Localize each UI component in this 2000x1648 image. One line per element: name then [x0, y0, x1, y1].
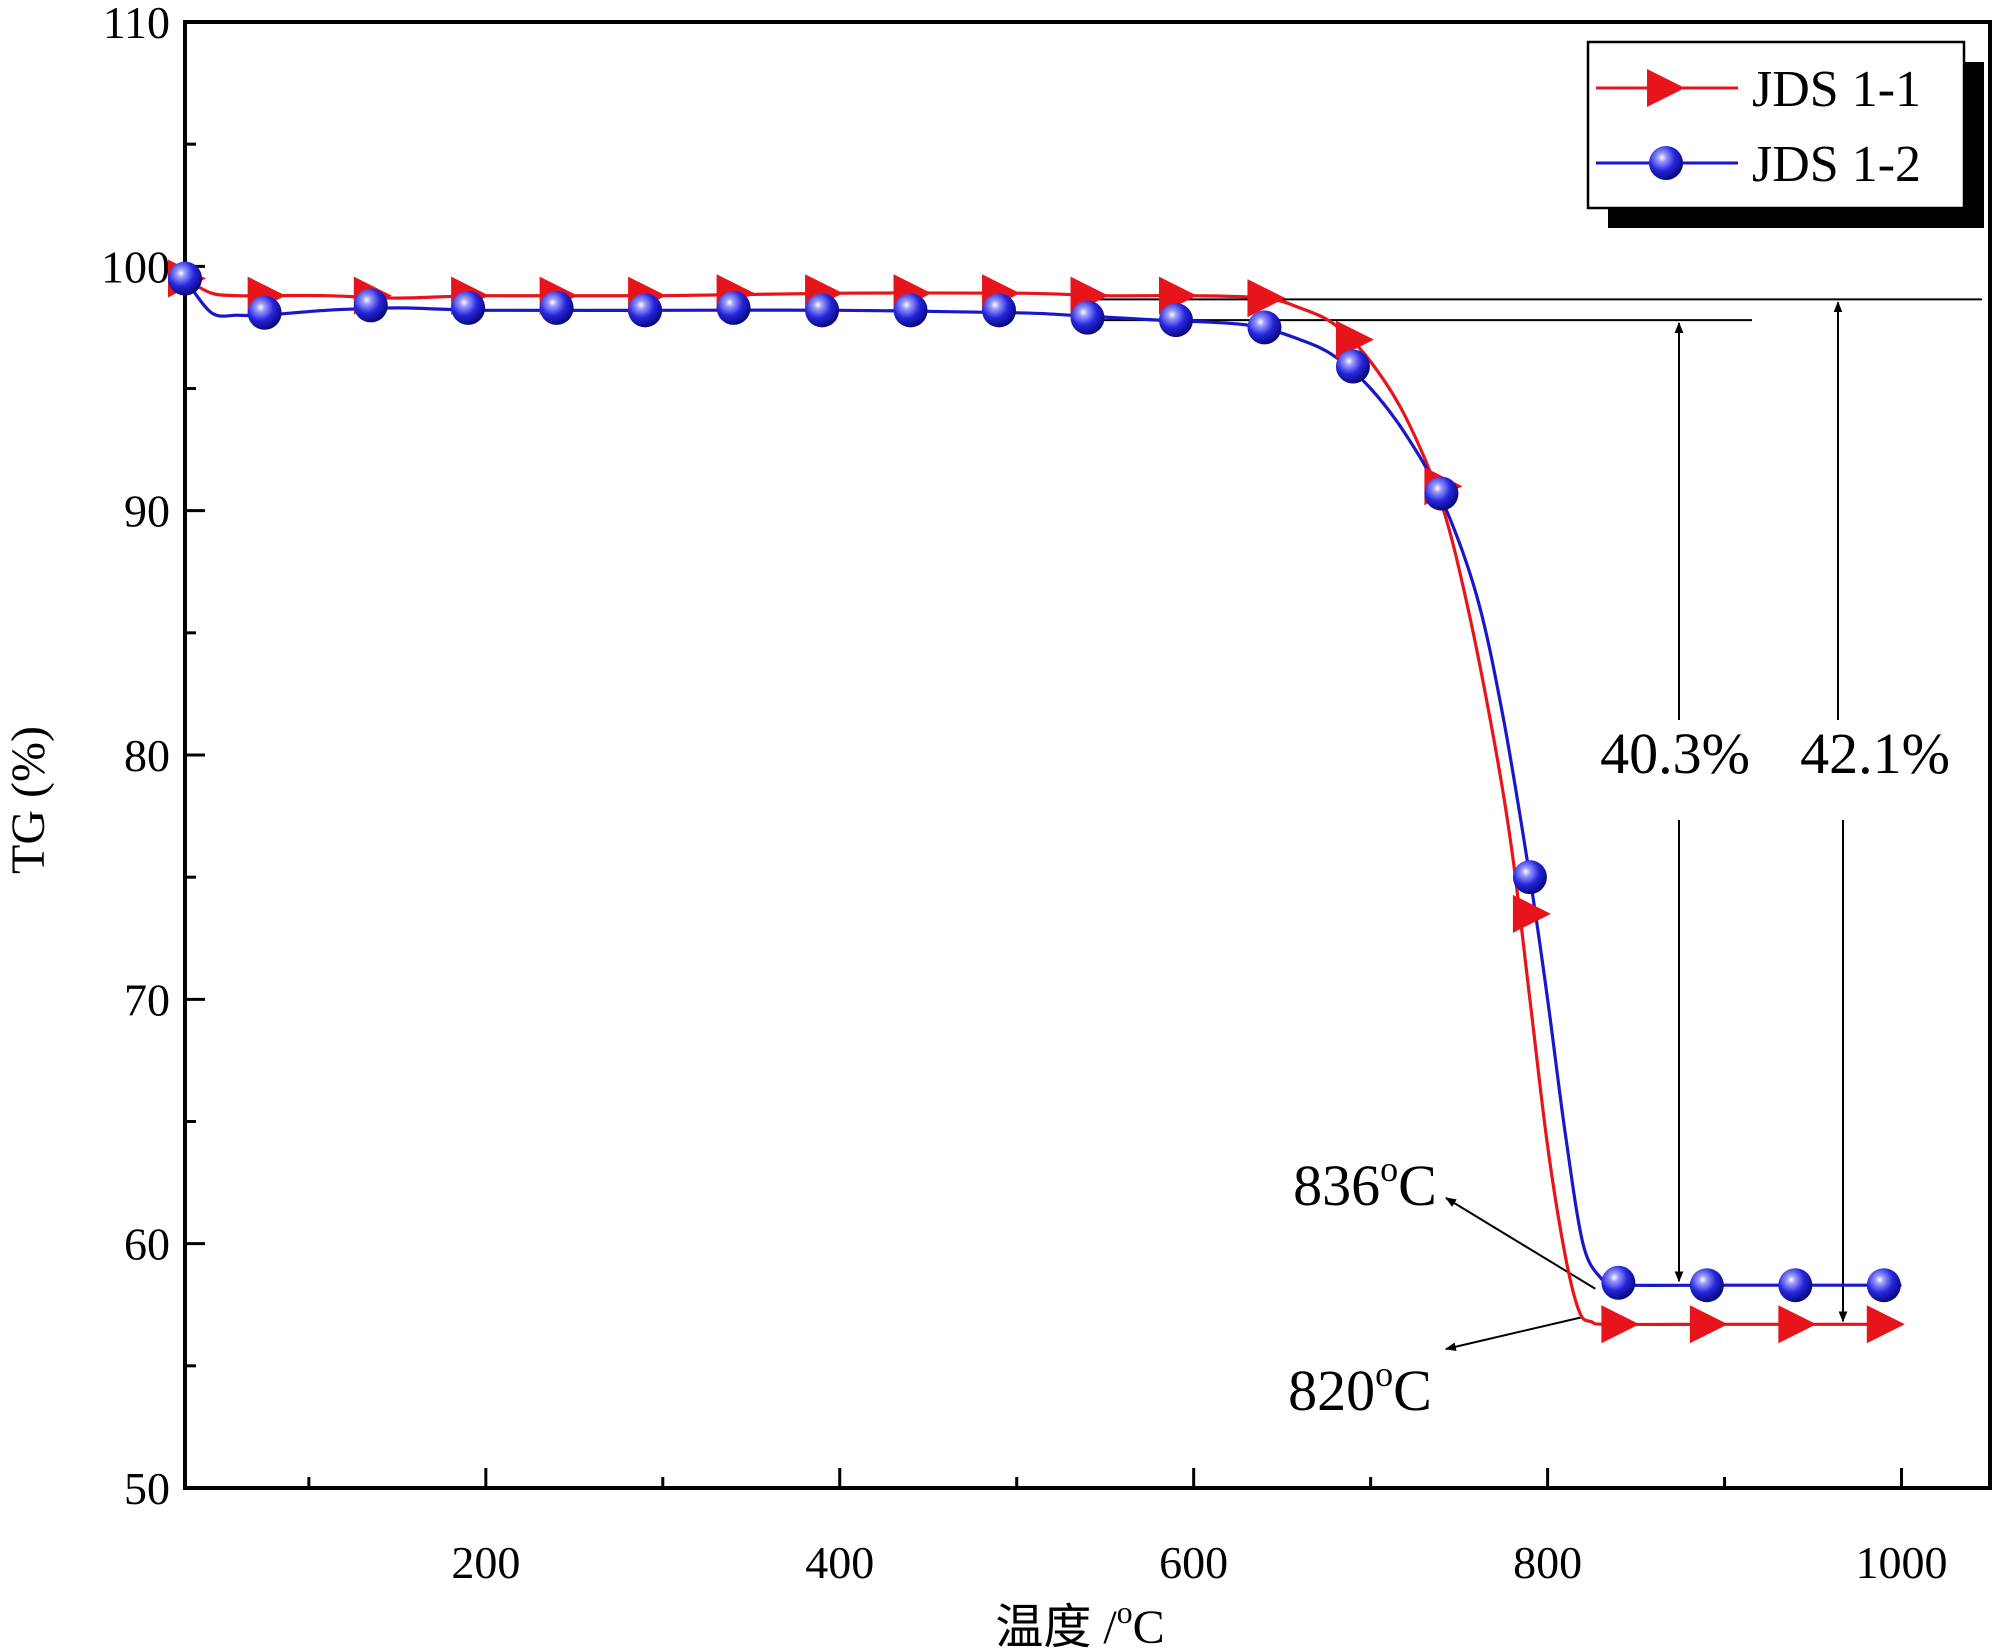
y-tick-label: 100	[101, 241, 170, 292]
y-tick-label: 110	[103, 0, 170, 48]
data-point-jds-1-2	[1070, 300, 1105, 335]
axis-tick-labels: 200 400 600 800 1000 50 60 70 80 90 100 110	[101, 0, 1948, 1588]
loss-annotation-lines	[1096, 298, 1982, 1352]
annotation-loss-jds-1-1: 42.1%	[1800, 721, 1950, 786]
annotation-temp-jds-1-2-unit: C	[1398, 1153, 1437, 1218]
data-point-jds-1-2	[1778, 1268, 1813, 1303]
data-point-jds-1-2	[1158, 303, 1193, 338]
data-point-jds-1-2	[1689, 1268, 1724, 1303]
data-point-jds-1-2	[539, 290, 574, 325]
data-point-jds-1-2	[1601, 1265, 1636, 1300]
data-point-jds-1-2	[1247, 310, 1282, 345]
x-tick-label: 800	[1513, 1537, 1582, 1588]
axis-ticks	[185, 20, 1904, 1490]
callout-arrow-jds-1-2	[1445, 1197, 1596, 1290]
data-point-jds-1-2	[451, 290, 486, 325]
annotation-temp-jds-1-2-sup: o	[1380, 1149, 1398, 1189]
annotation-temp-jds-1-2: 836oC	[1293, 1149, 1437, 1218]
y-tick-label: 60	[124, 1219, 170, 1270]
legend-label-jds-1-2: JDS 1-2	[1752, 136, 1921, 193]
callout-arrow-jds-1-1	[1444, 1315, 1584, 1352]
x-axis-title-sup: o	[1117, 1594, 1133, 1630]
x-axis-title: 温度 /oC	[995, 1594, 1164, 1648]
y-axis-title: TG (%)	[2, 726, 55, 874]
x-axis-title-unit: C	[1133, 1601, 1165, 1648]
legend: JDS 1-1 JDS 1-2	[1586, 40, 1984, 228]
x-tick-label: 1000	[1856, 1537, 1948, 1588]
data-point-jds-1-2	[805, 293, 840, 328]
data-point-jds-1-1	[1601, 1305, 1640, 1344]
data-point-jds-1-2	[1866, 1268, 1901, 1303]
series-layer	[168, 259, 1905, 1344]
x-tick-label: 200	[451, 1537, 520, 1588]
x-axis-title-text: 温度 /	[995, 1601, 1117, 1648]
legend-box	[1586, 40, 1966, 210]
legend-label-jds-1-1: JDS 1-1	[1752, 61, 1921, 118]
annotation-loss-jds-1-2: 40.3%	[1600, 721, 1750, 786]
y-tick-label: 80	[124, 730, 170, 781]
x-tick-label: 600	[1159, 1537, 1228, 1588]
data-point-jds-1-1	[1689, 1305, 1728, 1344]
annotation-temp-jds-1-1-unit: C	[1393, 1358, 1432, 1423]
x-tick-label: 400	[805, 1537, 874, 1588]
data-point-jds-1-2	[1512, 860, 1547, 895]
data-point-jds-1-1	[1866, 1305, 1905, 1344]
data-point-jds-1-2	[1335, 349, 1370, 384]
legend-marker-jds-1-2	[1649, 146, 1683, 180]
legend-marker-jds-1-1	[1647, 69, 1685, 107]
y-tick-label: 90	[124, 486, 170, 537]
y-tick-label: 50	[124, 1463, 170, 1514]
annotation-temp-jds-1-1-sup: o	[1375, 1354, 1393, 1394]
annotation-temp-jds-1-1-value: 820	[1288, 1358, 1375, 1423]
data-point-jds-1-2	[168, 261, 202, 296]
data-point-jds-1-2	[982, 293, 1017, 328]
annotation-temp-jds-1-2-value: 836	[1293, 1153, 1380, 1218]
data-point-jds-1-1	[1247, 279, 1286, 318]
data-point-jds-1-2	[893, 293, 928, 328]
data-point-jds-1-1	[1512, 894, 1551, 933]
data-point-jds-1-2	[716, 290, 751, 325]
data-point-jds-1-1	[1778, 1305, 1817, 1344]
annotation-temp-jds-1-1: 820oC	[1288, 1354, 1432, 1423]
data-point-jds-1-2	[353, 288, 388, 323]
data-point-jds-1-2	[1424, 476, 1459, 511]
data-point-jds-1-1	[1335, 320, 1374, 359]
data-point-jds-1-2	[247, 295, 282, 330]
series-line-jds-1-1	[184, 277, 1902, 1327]
y-tick-label: 70	[124, 974, 170, 1025]
data-point-jds-1-2	[628, 293, 663, 328]
